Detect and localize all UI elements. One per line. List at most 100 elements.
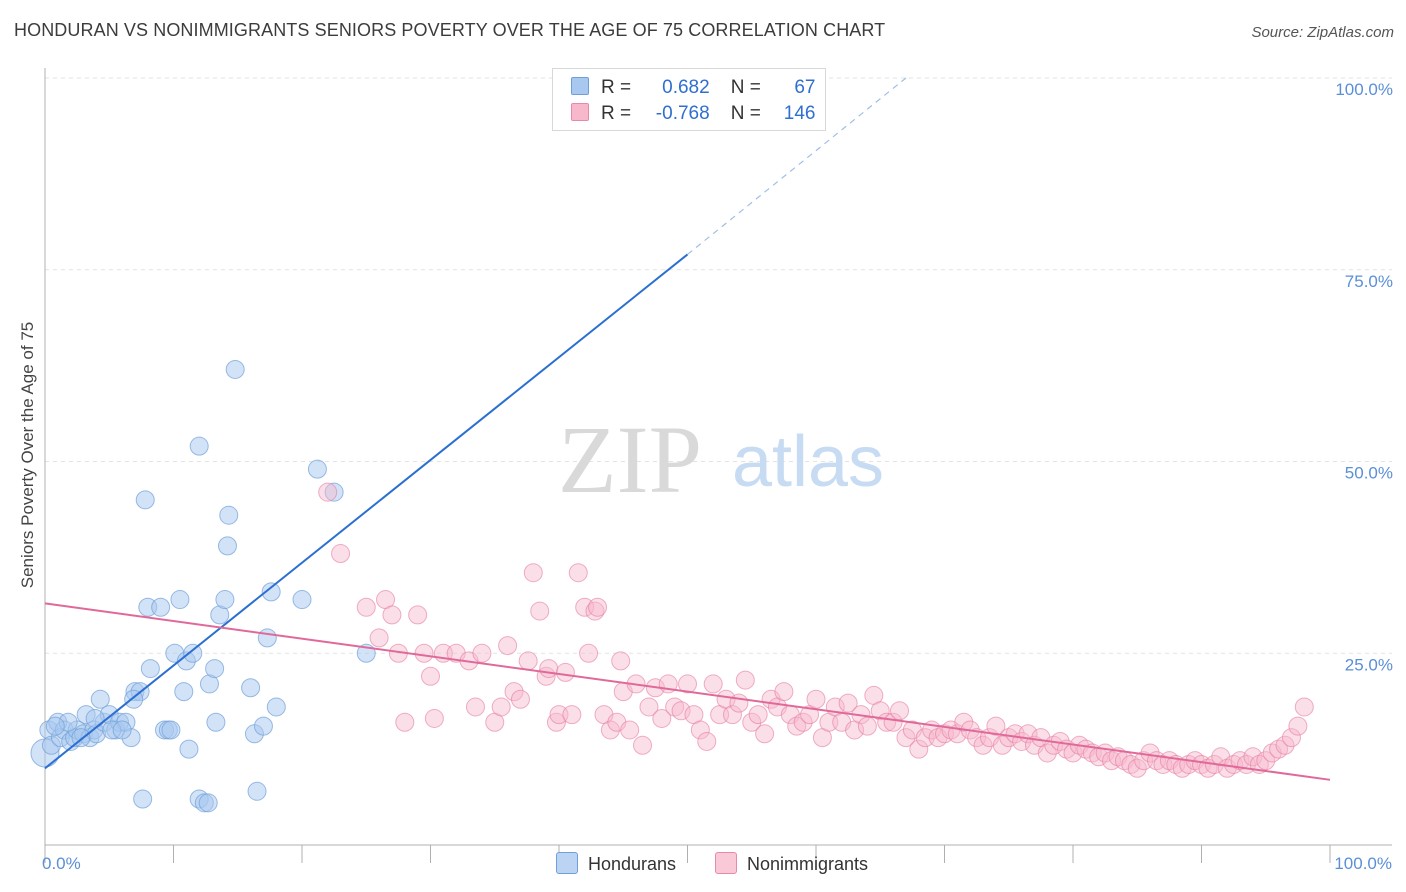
- data-point-nonimmigrants: [408, 605, 428, 625]
- data-point-nonimmigrants: [870, 701, 890, 721]
- data-point-nonimmigrants: [555, 662, 575, 682]
- data-point-hondurans: [112, 720, 132, 740]
- legend-swatch-nonimmigrants: [571, 103, 589, 121]
- data-point-nonimmigrants: [806, 689, 826, 709]
- data-point-hondurans: [133, 789, 153, 809]
- data-point-nonimmigrants: [857, 716, 877, 736]
- series-hondurans: [30, 359, 376, 813]
- legend-n-label: N =: [730, 103, 761, 124]
- legend-r-value: 0.682: [662, 77, 710, 98]
- data-point-nonimmigrants: [498, 636, 518, 656]
- data-point-hondurans: [324, 482, 344, 502]
- data-point-hondurans: [161, 720, 181, 740]
- stats-legend: R = 0.682 N = 67 R = -0.768 N = 146: [552, 68, 826, 131]
- data-point-hondurans: [225, 359, 245, 379]
- data-point-nonimmigrants: [909, 739, 929, 759]
- data-point-hondurans: [170, 590, 190, 610]
- y-tick-label: 100.0%: [1335, 80, 1393, 99]
- data-point-hondurans: [261, 582, 281, 602]
- data-point-nonimmigrants: [395, 712, 415, 732]
- data-point-nonimmigrants: [838, 693, 858, 713]
- data-point-hondurans: [215, 590, 235, 610]
- data-point-nonimmigrants: [774, 682, 794, 702]
- source-label: Source: ZipAtlas.com: [1251, 24, 1394, 41]
- y-tick-label: 50.0%: [1345, 464, 1393, 483]
- data-point-hondurans: [174, 682, 194, 702]
- data-point-nonimmigrants: [690, 720, 710, 740]
- data-point-hondurans: [183, 643, 203, 663]
- legend-n-value: 146: [783, 103, 816, 124]
- data-point-nonimmigrants: [356, 597, 376, 617]
- trend-line-hondurans: [44, 253, 689, 770]
- data-point-nonimmigrants: [883, 712, 903, 732]
- data-point-hondurans: [90, 689, 110, 709]
- data-point-hondurans: [307, 459, 327, 479]
- data-point-nonimmigrants: [735, 670, 755, 690]
- chart-title: HONDURAN VS NONIMMIGRANTS SENIORS POVERT…: [14, 20, 886, 40]
- data-point-nonimmigrants: [703, 674, 723, 694]
- bottom-legend-swatch-hondurans: [556, 852, 578, 874]
- data-point-hondurans: [257, 628, 277, 648]
- data-point-nonimmigrants: [539, 659, 559, 679]
- bottom-legend-nonimmigrants: Nonimmigrants: [715, 852, 868, 875]
- data-point-hondurans: [247, 781, 267, 801]
- data-point-nonimmigrants: [1281, 728, 1301, 748]
- data-point-hondurans: [198, 793, 218, 813]
- data-point-hondurans: [45, 716, 65, 736]
- watermark-zip: ZIP: [558, 406, 702, 513]
- data-point-nonimmigrants: [568, 563, 588, 583]
- data-point-hondurans: [266, 697, 286, 717]
- data-point-hondurans: [217, 536, 237, 556]
- legend-row-hondurans: R = 0.682 N = 67: [571, 77, 815, 101]
- bottom-legend-label: Hondurans: [588, 854, 677, 874]
- data-point-hondurans: [140, 659, 160, 679]
- data-point-hondurans: [179, 739, 199, 759]
- data-point-nonimmigrants: [530, 601, 550, 621]
- data-point-nonimmigrants: [318, 482, 338, 502]
- data-point-nonimmigrants: [890, 701, 910, 721]
- data-point-hondurans: [241, 678, 261, 698]
- data-point-nonimmigrants: [382, 605, 402, 625]
- data-point-hondurans: [219, 505, 239, 525]
- legend-swatch-hondurans: [571, 77, 589, 95]
- data-point-nonimmigrants: [546, 712, 566, 732]
- data-point-nonimmigrants: [491, 697, 511, 717]
- data-point-nonimmigrants: [671, 701, 691, 721]
- data-point-nonimmigrants: [611, 651, 631, 671]
- data-point-nonimmigrants: [600, 720, 620, 740]
- legend-n-label: N =: [730, 77, 761, 98]
- legend-n-value: 67: [794, 77, 816, 98]
- data-point-nonimmigrants: [896, 728, 916, 748]
- trend-line-nonimmigrants: [44, 602, 1331, 781]
- data-point-hondurans: [189, 436, 209, 456]
- y-tick-label: 25.0%: [1345, 655, 1393, 674]
- data-point-nonimmigrants: [331, 544, 351, 564]
- data-point-hondurans: [135, 490, 155, 510]
- data-point-nonimmigrants: [1288, 716, 1308, 736]
- bottom-legend-label: Nonimmigrants: [747, 854, 869, 874]
- data-point-nonimmigrants: [504, 682, 524, 702]
- data-point-nonimmigrants: [369, 628, 389, 648]
- data-point-hondurans: [206, 712, 226, 732]
- data-point-nonimmigrants: [652, 708, 672, 728]
- data-point-nonimmigrants: [748, 705, 768, 725]
- data-point-nonimmigrants: [954, 712, 974, 732]
- data-point-hondurans: [253, 716, 273, 736]
- data-point-nonimmigrants: [973, 735, 993, 755]
- x-tick-label: 0.0%: [42, 854, 81, 873]
- data-point-nonimmigrants: [620, 720, 640, 740]
- data-point-nonimmigrants: [414, 643, 434, 663]
- data-point-nonimmigrants: [465, 697, 485, 717]
- data-point-hondurans: [151, 597, 171, 617]
- y-tick-label: 75.0%: [1345, 272, 1393, 291]
- data-point-nonimmigrants: [1127, 758, 1147, 778]
- data-point-nonimmigrants: [510, 689, 530, 709]
- tick-labels: 25.0% 50.0% 75.0% 100.0% 0.0% 100.0%: [42, 80, 1393, 873]
- legend-row-nonimmigrants: R = -0.768 N = 146: [571, 103, 815, 127]
- data-point-nonimmigrants: [992, 735, 1012, 755]
- axes: [44, 68, 1392, 863]
- trend-line-hondurans-extension: [687, 77, 907, 255]
- bottom-legend-hondurans: Hondurans: [556, 852, 676, 875]
- data-point-nonimmigrants: [588, 597, 608, 617]
- data-point-nonimmigrants: [1243, 747, 1263, 767]
